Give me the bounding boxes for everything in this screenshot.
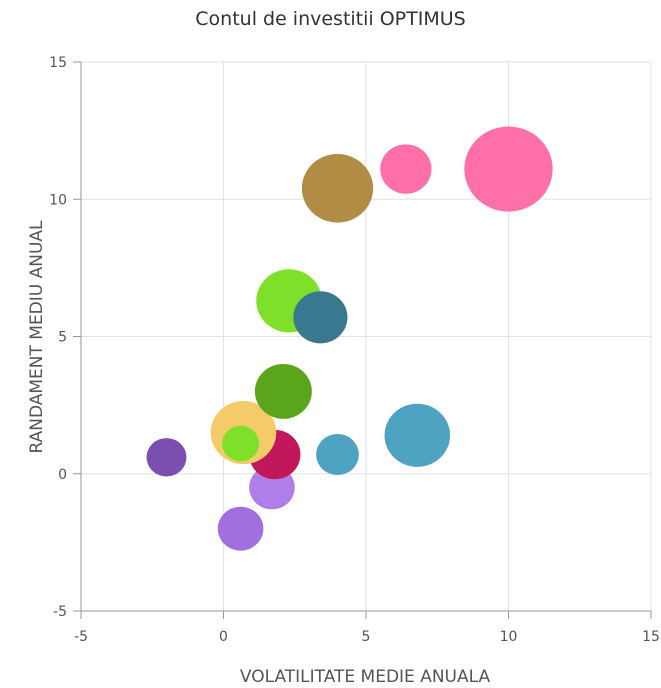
x-tick-label: 10 <box>500 629 518 645</box>
bubble-layer <box>146 126 553 551</box>
bubble-point[interactable] <box>384 403 451 467</box>
bubble-point[interactable] <box>301 153 374 223</box>
y-tick-label: 5 <box>58 330 67 346</box>
bubble-point[interactable] <box>380 144 432 194</box>
bubble-point[interactable] <box>222 425 260 462</box>
x-tick-label: 0 <box>219 629 228 645</box>
tick-label-layer: -5 0 5 10 15 -5 0 5 10 15 <box>49 55 660 645</box>
axis-layer <box>73 61 652 619</box>
y-tick-label: 0 <box>58 467 67 483</box>
x-tick-label: -5 <box>74 629 88 645</box>
y-tick-label: 15 <box>49 55 67 71</box>
x-axis-title: VOLATILITATE MEDIE ANUALA <box>240 667 491 687</box>
bubble-point[interactable] <box>217 506 264 551</box>
chart-title: Contul de investitii OPTIMUS <box>195 8 466 30</box>
y-axis-title: RANDAMENT MEDIU ANUAL <box>27 220 47 454</box>
bubble-point[interactable] <box>464 126 553 212</box>
bubble-point[interactable] <box>254 363 312 419</box>
bubble-point[interactable] <box>293 291 348 344</box>
bubble-point[interactable] <box>146 438 187 477</box>
y-tick-label: -5 <box>53 604 67 620</box>
x-tick-label: 15 <box>642 629 660 645</box>
y-tick-label: 10 <box>49 192 67 208</box>
x-tick-label: 5 <box>362 629 371 645</box>
grid-layer <box>80 61 652 612</box>
bubble-point[interactable] <box>316 433 359 476</box>
